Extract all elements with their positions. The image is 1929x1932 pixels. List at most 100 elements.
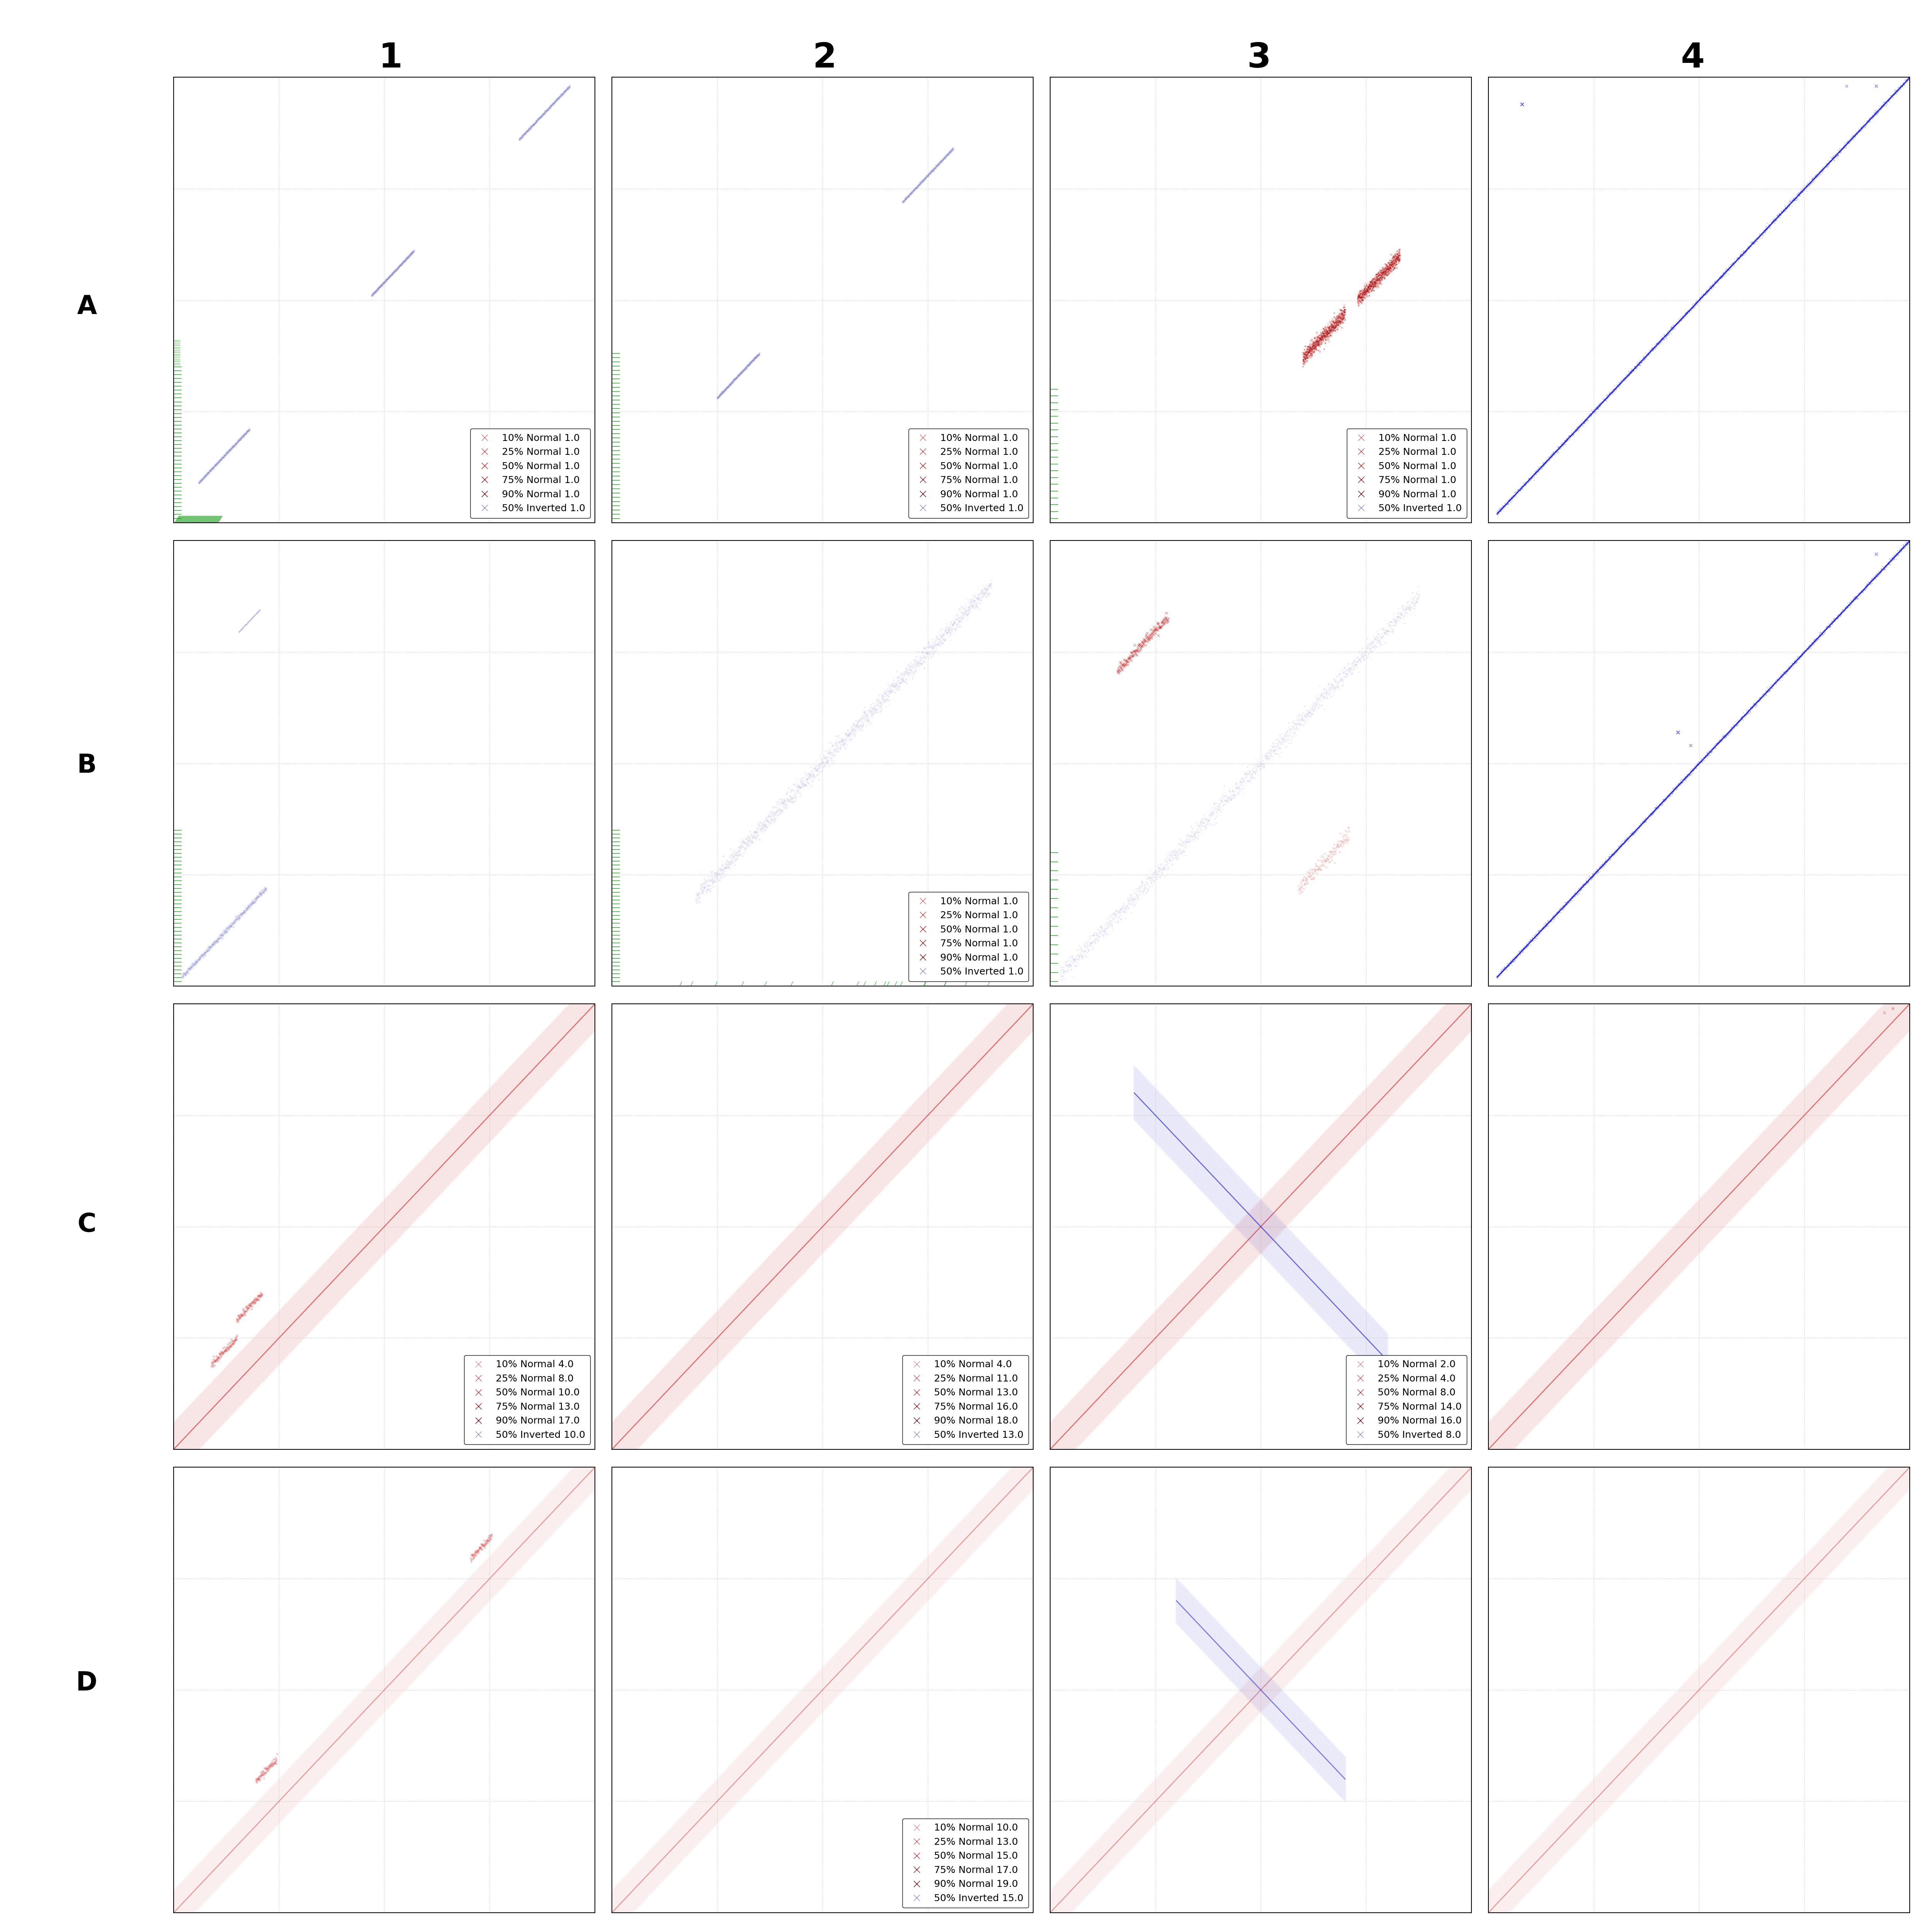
Point xyxy=(1373,616,1404,647)
Point xyxy=(1825,137,1856,168)
Point xyxy=(231,1294,262,1325)
Point xyxy=(1605,833,1636,864)
Point xyxy=(1535,440,1566,471)
Point xyxy=(1564,410,1595,440)
Point xyxy=(899,174,930,205)
Point xyxy=(1890,529,1921,560)
Point xyxy=(1487,956,1518,987)
Point xyxy=(1296,328,1327,359)
Point xyxy=(1759,205,1790,236)
Point xyxy=(1572,400,1603,431)
Point xyxy=(1638,796,1669,827)
Point xyxy=(1636,798,1667,829)
Point xyxy=(1877,79,1908,110)
Point xyxy=(1736,232,1767,263)
Point xyxy=(1375,245,1406,276)
Point xyxy=(210,914,241,945)
Point xyxy=(1671,761,1701,792)
Point xyxy=(801,750,831,781)
Point xyxy=(1346,638,1377,668)
Point xyxy=(208,442,239,473)
Point xyxy=(1690,278,1721,309)
Point xyxy=(1669,299,1699,330)
Point xyxy=(1879,79,1910,110)
Point xyxy=(974,572,1005,603)
Point xyxy=(1522,920,1553,951)
Point xyxy=(368,269,399,299)
Point xyxy=(1534,906,1564,937)
Point xyxy=(1865,556,1896,587)
Point xyxy=(1647,784,1678,815)
Point xyxy=(1572,866,1603,896)
Point xyxy=(1763,663,1794,694)
Point xyxy=(845,709,876,740)
Point xyxy=(1628,808,1659,838)
Point xyxy=(1746,218,1777,249)
Point xyxy=(1505,937,1535,968)
Point xyxy=(1834,124,1865,155)
Point xyxy=(708,860,739,891)
Point xyxy=(1254,730,1285,761)
Point xyxy=(1094,908,1125,939)
Point xyxy=(1684,284,1715,315)
Point xyxy=(1588,386,1618,417)
Point xyxy=(195,458,226,489)
Point xyxy=(1528,448,1559,479)
Point xyxy=(930,618,961,649)
Point xyxy=(1607,827,1638,858)
Point xyxy=(1858,100,1888,131)
Point xyxy=(1202,798,1233,829)
Point xyxy=(1537,904,1568,935)
Point xyxy=(1736,692,1767,723)
Point xyxy=(876,676,907,707)
Point xyxy=(1595,379,1626,410)
Point xyxy=(841,705,872,736)
Point xyxy=(949,599,980,630)
Point xyxy=(828,728,858,759)
Point xyxy=(1348,284,1379,315)
Point xyxy=(534,93,565,124)
Point xyxy=(1372,259,1402,290)
Point xyxy=(1318,303,1348,334)
Point xyxy=(378,257,409,288)
Point xyxy=(963,574,993,605)
Point xyxy=(804,748,835,779)
Point xyxy=(208,918,239,949)
Point xyxy=(544,81,575,112)
Point xyxy=(374,261,405,292)
Point xyxy=(795,759,826,790)
Point xyxy=(1806,620,1836,651)
Point xyxy=(1790,172,1821,203)
Point xyxy=(766,796,797,827)
Point xyxy=(729,354,760,384)
Point xyxy=(1588,384,1618,415)
Point xyxy=(1645,788,1676,819)
Point xyxy=(243,1764,274,1795)
Point xyxy=(1848,574,1879,605)
Point xyxy=(974,572,1005,603)
Point xyxy=(372,263,403,294)
Point xyxy=(1680,752,1711,782)
Point xyxy=(729,835,760,866)
Point xyxy=(1545,893,1576,923)
Point xyxy=(1584,854,1615,885)
Point xyxy=(214,912,245,943)
Point xyxy=(206,444,237,475)
Point xyxy=(1634,802,1665,833)
Point xyxy=(1304,323,1335,354)
Point xyxy=(835,717,866,748)
Point xyxy=(1671,298,1701,328)
Point xyxy=(195,456,226,487)
Point xyxy=(511,118,542,149)
Point xyxy=(1294,336,1325,367)
Point xyxy=(1593,844,1624,875)
Point xyxy=(727,825,758,856)
Point xyxy=(530,97,561,128)
Point xyxy=(1516,462,1547,493)
Point xyxy=(1696,270,1726,301)
Point xyxy=(1767,197,1798,228)
Point xyxy=(876,674,907,705)
Point xyxy=(1360,270,1391,301)
Point xyxy=(829,724,860,755)
Point xyxy=(1622,811,1653,842)
